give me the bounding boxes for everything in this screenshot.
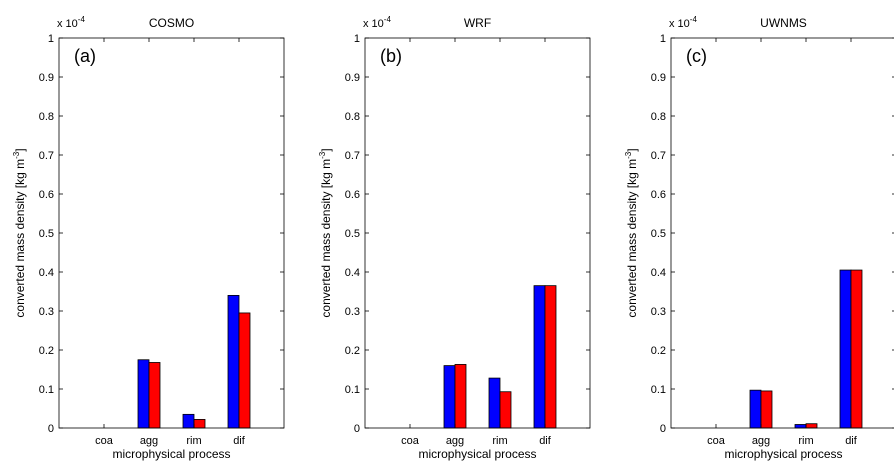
- y-label-end: ]: [13, 148, 27, 151]
- chart-title: UWNMS: [760, 16, 807, 30]
- y-tick-label: 0: [354, 423, 360, 435]
- y-tick-label: 0.8: [651, 111, 666, 123]
- x-tick-label: rim: [492, 435, 507, 447]
- y-tick-label: 0.2: [651, 345, 666, 357]
- x-tick-label: agg: [140, 435, 158, 447]
- bar-dif-red: [850, 269, 863, 429]
- chart-title: WRF: [464, 16, 491, 30]
- x-axis-label: microphysical process: [418, 447, 536, 461]
- bar-dif-blue: [839, 269, 852, 429]
- y-tick-label: 0.7: [651, 150, 666, 162]
- y-tick-label: 1: [660, 33, 666, 45]
- bar-agg-red: [454, 364, 467, 429]
- y-label-end: ]: [319, 148, 333, 151]
- y-tick-label: 0.6: [39, 189, 54, 201]
- panel-label: (a): [74, 46, 96, 66]
- bar-rim-red: [193, 419, 206, 429]
- y-scale-factor: x 10-4: [363, 15, 391, 30]
- y-tick-label: 0.1: [651, 384, 666, 396]
- scale-base: x 10: [363, 18, 384, 30]
- scale-exponent: -4: [78, 15, 86, 24]
- x-tick-label: coa: [707, 435, 726, 447]
- y-tick-label: 0.5: [345, 228, 360, 240]
- chart-panel-3: coa agg rim dif 0 0.1 0.2 0.3 0.4 0.5 0.6 0.7 0.8 0.9…: [624, 15, 894, 461]
- y-label-end: ]: [625, 148, 639, 151]
- y-tick-label: 0: [660, 423, 666, 435]
- y-scale-factor: x 10-4: [57, 15, 85, 30]
- bar-dif-blue: [533, 285, 546, 429]
- y-tick-label: 0.1: [39, 384, 54, 396]
- x-tick-label: dif: [845, 435, 858, 447]
- panel-label: (c): [686, 46, 707, 66]
- y-tick-label: 0.3: [39, 306, 54, 318]
- bar-rim-red: [499, 391, 512, 429]
- y-tick-label: 0.6: [651, 189, 666, 201]
- chart-panel-1: coa agg rim dif 0 0.1 0.2 0.3 0.4 0.5 0.6 0.7 0.8 0.9…: [12, 15, 285, 461]
- y-label-exponent: -3: [624, 151, 633, 159]
- bar-agg-red: [148, 362, 161, 429]
- scale-base: x 10: [57, 18, 78, 30]
- y-scale-factor: x 10-4: [669, 15, 697, 30]
- y-tick-label: 0.4: [345, 267, 360, 279]
- y-tick-label: 0.9: [345, 72, 360, 84]
- scale-exponent: -4: [384, 15, 392, 24]
- y-label-exponent: -3: [12, 151, 21, 159]
- bar-rim-blue: [794, 424, 807, 429]
- y-tick-label: 0.4: [651, 267, 666, 279]
- bar-agg-blue: [749, 389, 762, 429]
- y-tick-label: 0.9: [39, 72, 54, 84]
- y-tick-label: 0.3: [345, 306, 360, 318]
- x-tick-label: coa: [95, 435, 114, 447]
- bar-rim-blue: [488, 377, 501, 429]
- bar-agg-blue: [137, 359, 150, 429]
- x-tick-label: rim: [186, 435, 201, 447]
- y-tick-label: 0.8: [345, 111, 360, 123]
- y-tick-label: 0.2: [345, 345, 360, 357]
- bar-rim-red: [805, 423, 818, 429]
- y-axis-label: converted mass density [kg m-3]: [12, 148, 27, 317]
- chart-panel-2: coa agg rim dif 0 0.1 0.2 0.3 0.4 0.5 0.6 0.7 0.8 0.9…: [318, 15, 591, 461]
- bar-dif-red: [238, 312, 251, 429]
- scale-exponent: -4: [690, 15, 698, 24]
- x-tick-label: coa: [401, 435, 420, 447]
- y-tick-label: 0.5: [39, 228, 54, 240]
- y-label-main: converted mass density [kg m: [13, 159, 27, 318]
- y-tick-label: 0.2: [39, 345, 54, 357]
- bar-rim-blue: [182, 413, 195, 429]
- scale-base: x 10: [669, 18, 690, 30]
- y-tick-label: 0.7: [39, 150, 54, 162]
- bar-agg-red: [760, 390, 773, 429]
- y-tick-label: 0.4: [39, 267, 54, 279]
- bar-dif-blue: [227, 294, 240, 429]
- x-tick-label: dif: [233, 435, 246, 447]
- x-tick-label: rim: [798, 435, 813, 447]
- y-tick-label: 0.5: [651, 228, 666, 240]
- y-label-main: converted mass density [kg m: [625, 159, 639, 318]
- y-tick-label: 0: [48, 423, 54, 435]
- y-label-main: converted mass density [kg m: [319, 159, 333, 318]
- y-tick-label: 0.6: [345, 189, 360, 201]
- y-tick-label: 1: [354, 33, 360, 45]
- bar-agg-blue: [443, 365, 456, 429]
- x-tick-label: agg: [752, 435, 770, 447]
- y-tick-label: 0.7: [345, 150, 360, 162]
- x-axis-label: microphysical process: [724, 447, 842, 461]
- x-tick-label: agg: [446, 435, 464, 447]
- y-tick-label: 1: [48, 33, 54, 45]
- y-axis-label: converted mass density [kg m-3]: [624, 148, 639, 317]
- bar-dif-red: [544, 285, 557, 429]
- y-tick-label: 0.3: [651, 306, 666, 318]
- x-tick-label: dif: [539, 435, 552, 447]
- panel-label: (b): [380, 46, 402, 66]
- y-axis-label: converted mass density [kg m-3]: [318, 148, 333, 317]
- y-label-exponent: -3: [318, 151, 327, 159]
- y-tick-label: 0.1: [345, 384, 360, 396]
- y-tick-label: 0.8: [39, 111, 54, 123]
- chart-title: COSMO: [149, 16, 194, 30]
- x-axis-label: microphysical process: [112, 447, 230, 461]
- y-tick-label: 0.9: [651, 72, 666, 84]
